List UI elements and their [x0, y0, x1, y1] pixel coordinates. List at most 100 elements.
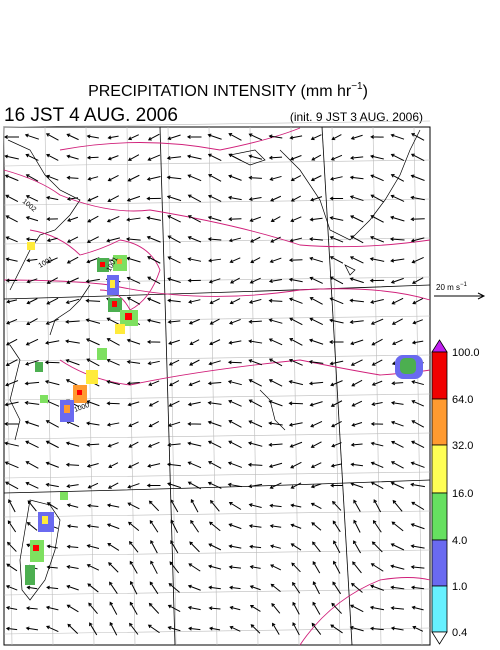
wind-arrow [353, 519, 361, 533]
wind-arrow [148, 380, 160, 386]
wind-arrow [147, 297, 161, 305]
wind-arrow [390, 564, 405, 570]
wind-arrow [249, 565, 261, 569]
wind-arrow [67, 216, 79, 222]
wind-arrow [268, 462, 283, 469]
wind-arrow [228, 217, 242, 222]
wind-arrow [370, 235, 385, 243]
wind-arrow [26, 521, 38, 531]
wind-arrow [66, 524, 78, 529]
wind-arrow [292, 581, 301, 594]
wind-arrow [269, 175, 282, 181]
wind-arrow [207, 481, 222, 489]
wind-arrow [26, 278, 38, 284]
wind-arrow [390, 215, 405, 222]
wind-arrow [248, 133, 262, 141]
wind-arrow [250, 624, 261, 634]
wind-arrow [288, 277, 303, 283]
wind-arrow [333, 540, 341, 554]
wind-arrow [410, 523, 425, 530]
wind-arrow [371, 359, 383, 366]
wind-arrow [268, 155, 283, 160]
reference-vector: 20 m s−1 [434, 282, 486, 300]
wind-arrow [228, 195, 242, 201]
wind-arrow [5, 626, 18, 631]
wind-arrow [392, 499, 403, 512]
wind-arrow [270, 564, 282, 571]
wind-arrow [370, 134, 384, 139]
wind-arrow [269, 482, 282, 489]
wind-arrow [349, 175, 364, 180]
wind-arrow [45, 440, 59, 449]
colorbar [431, 339, 448, 645]
wind-arrow [292, 601, 300, 615]
wind-arrow [106, 237, 121, 243]
wind-arrow [6, 541, 17, 552]
wind-arrow [330, 176, 343, 181]
wind-arrow [248, 154, 263, 160]
wind-arrow [167, 421, 181, 427]
title-end: ) [363, 83, 368, 100]
wind-arrow [208, 606, 221, 611]
wind-arrow [369, 257, 385, 262]
wind-arrow [46, 277, 58, 284]
wind-arrow [248, 399, 262, 408]
wind-arrow [5, 584, 18, 591]
wind-arrow [390, 258, 405, 263]
wind-arrow [210, 499, 220, 512]
wind-arrow [207, 400, 222, 405]
wind-arrow [44, 360, 60, 365]
wind-arrow [289, 135, 303, 140]
wind-arrow [126, 381, 140, 386]
wind-arrow [411, 420, 425, 428]
wind-arrow [290, 523, 302, 529]
wind-arrow [309, 217, 323, 222]
wind-arrow [207, 153, 222, 162]
wind-arrow [248, 379, 262, 387]
wind-arrow [4, 135, 19, 139]
wind-arrow [227, 482, 243, 488]
wind-arrow [46, 195, 59, 201]
wind-arrow [106, 503, 120, 508]
wind-arrow [209, 318, 220, 325]
wind-arrow [227, 379, 242, 386]
wind-arrow [350, 604, 364, 613]
wind-arrow [270, 583, 281, 593]
wind-arrow [85, 318, 101, 324]
wind-arrow [126, 276, 141, 284]
wind-arrow [149, 581, 159, 595]
wind-arrow [228, 399, 242, 407]
parallel [3, 432, 431, 440]
wind-arrow [370, 421, 384, 426]
valid-time: 16 JST 4 AUG. 2006 [4, 105, 178, 126]
wind-arrow [106, 523, 120, 530]
wind-arrow [85, 278, 100, 284]
wind-arrow [187, 481, 202, 490]
wind-arrow [148, 400, 159, 407]
wind-arrow [109, 621, 118, 636]
wind-arrow [87, 503, 99, 508]
wind-arrow [269, 503, 282, 508]
wind-arrow [248, 420, 263, 428]
wind-arrow [190, 519, 199, 533]
wind-arrow [126, 217, 141, 222]
wind-arrow [187, 215, 202, 223]
wind-arrow [208, 174, 222, 182]
wind-arrow [390, 543, 405, 551]
wind-arrow [129, 580, 138, 595]
wind-arrow [45, 605, 59, 611]
wind-arrow [6, 318, 18, 325]
wind-arrow [26, 298, 38, 305]
wind-arrow [290, 482, 302, 489]
wind-arrow [310, 134, 322, 141]
wind-arrow [229, 585, 241, 590]
wind-arrow [353, 540, 362, 554]
wind-arrow [331, 442, 342, 448]
wind-arrow [331, 420, 342, 428]
wind-arrow [45, 420, 59, 428]
wind-arrow [127, 401, 140, 407]
wind-arrow [187, 278, 201, 283]
wind-arrow [24, 420, 40, 427]
wind-arrow [331, 602, 342, 614]
wind-arrow [288, 422, 303, 427]
